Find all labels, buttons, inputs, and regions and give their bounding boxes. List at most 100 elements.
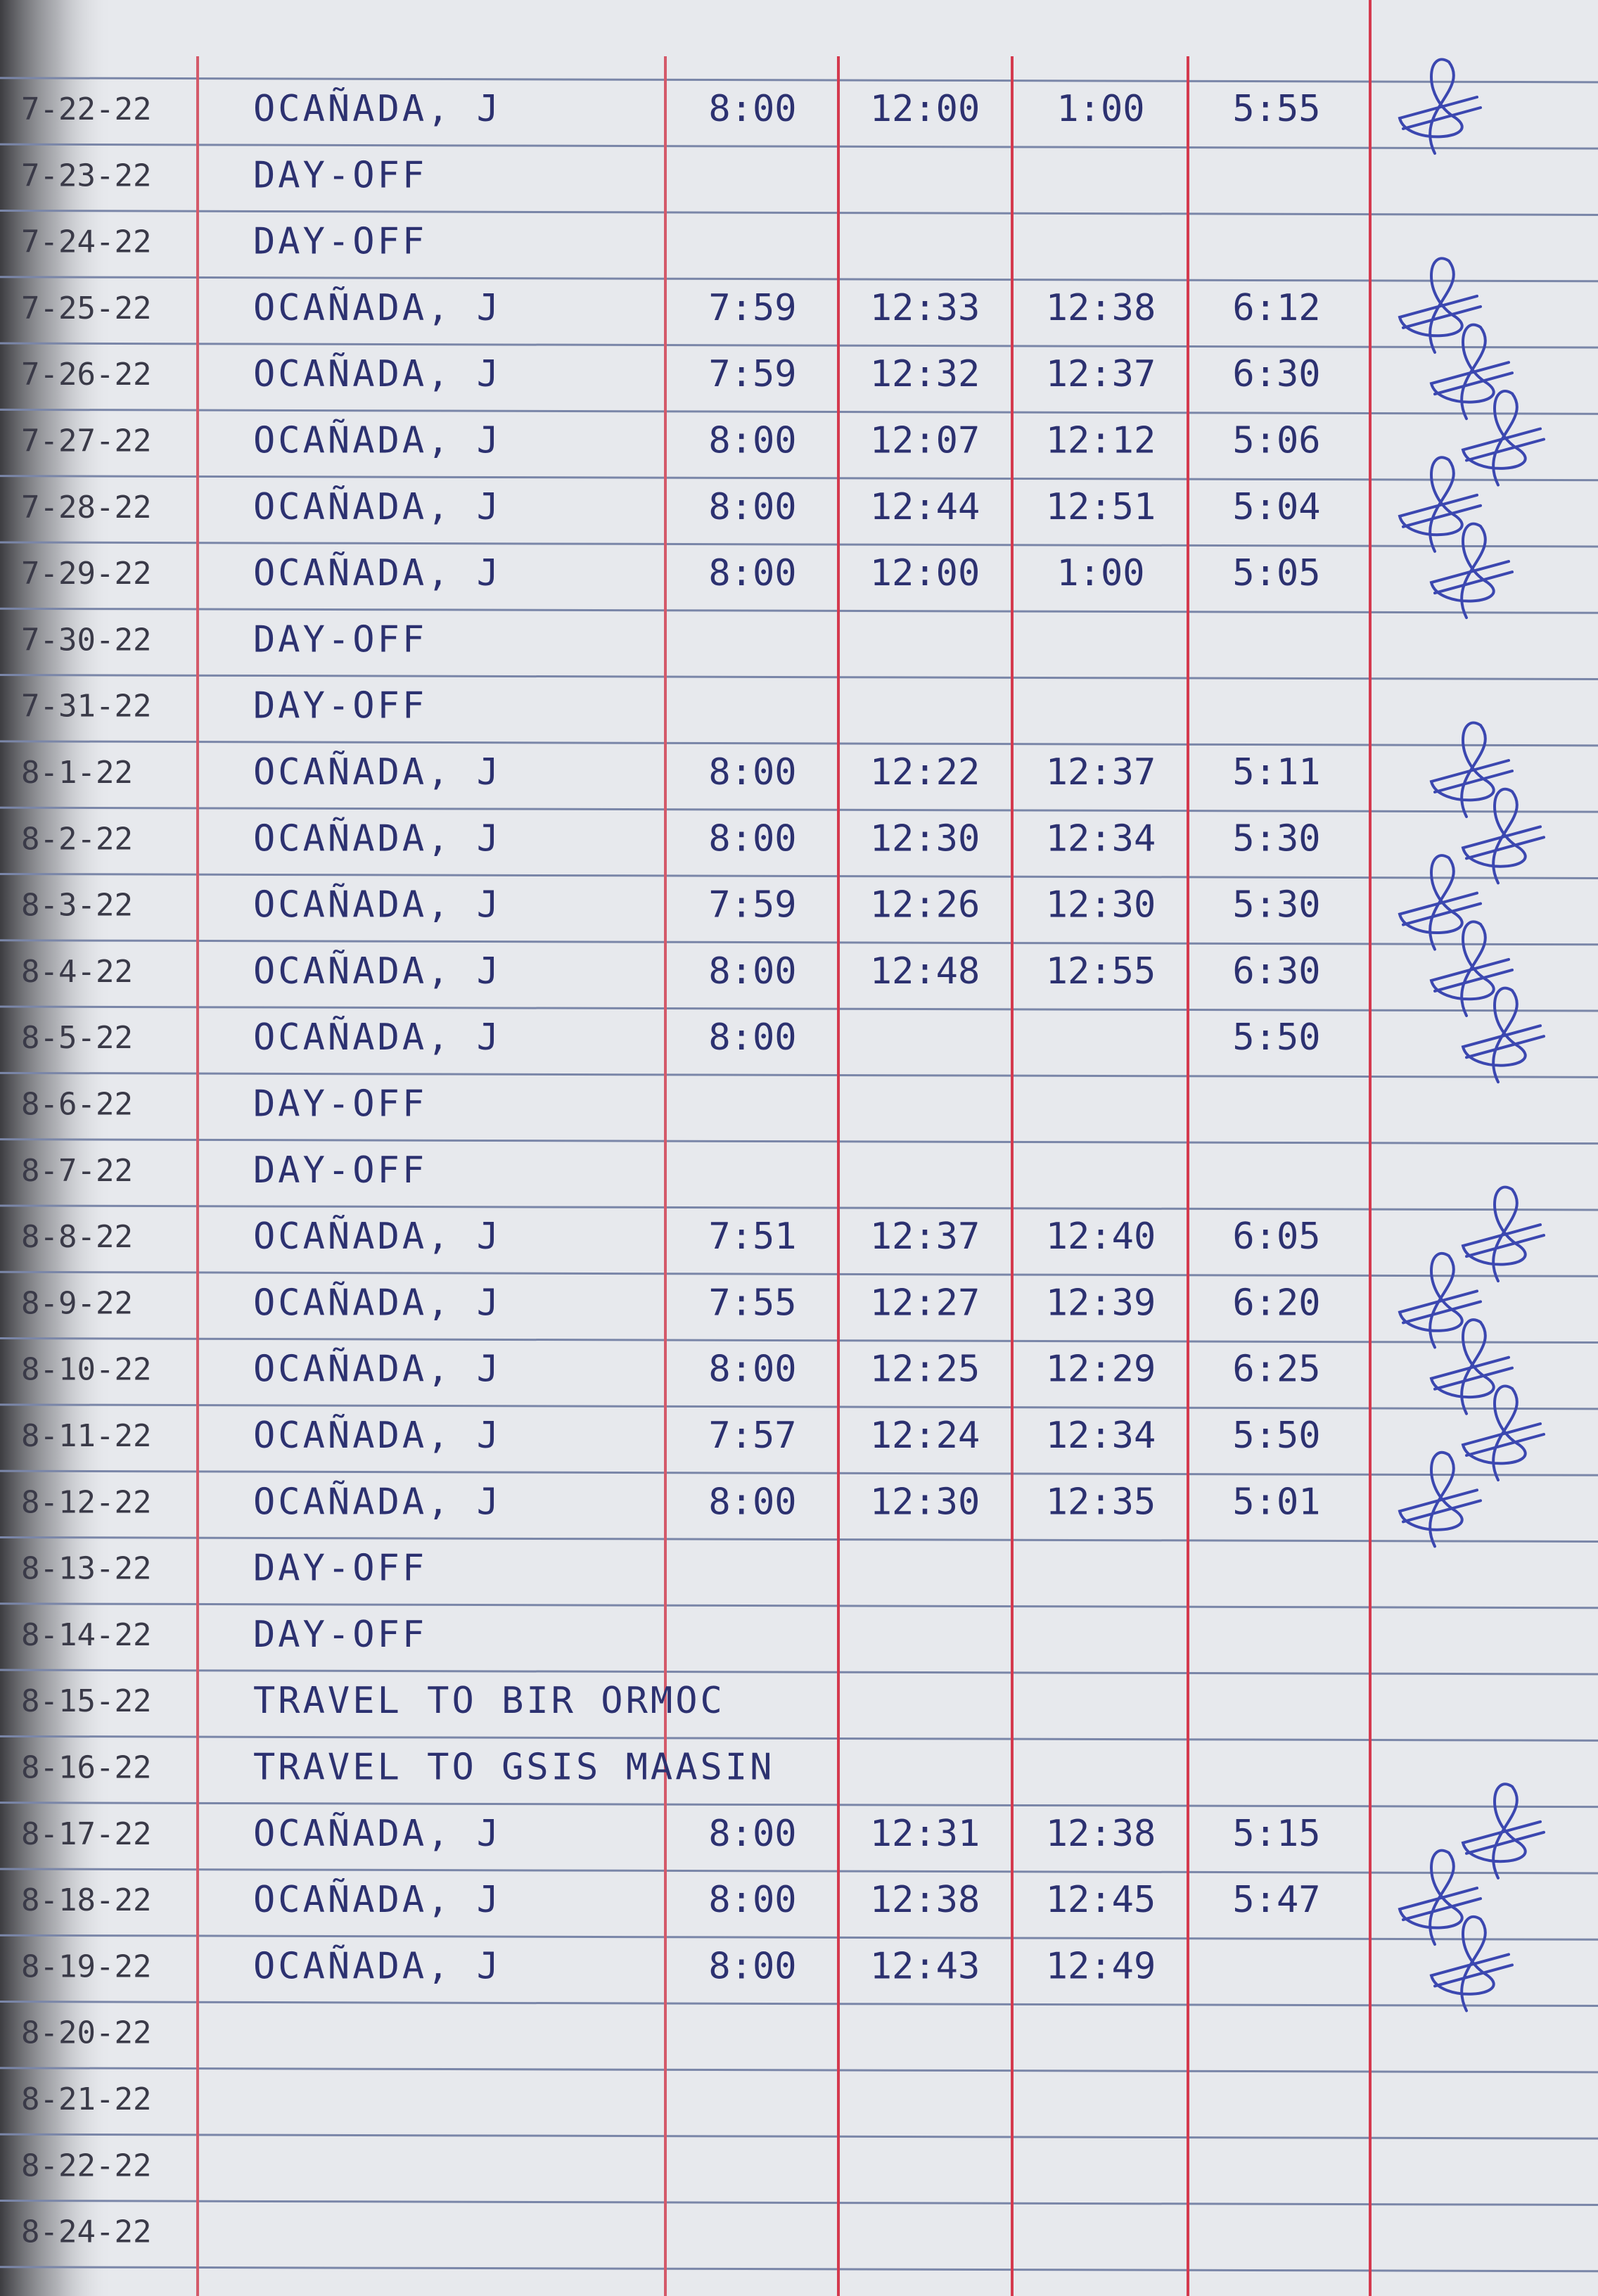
rule-line (0, 1005, 1598, 1012)
time: 6:30 (1232, 353, 1320, 395)
signature (1461, 787, 1545, 885)
date: 8-21-22 (21, 2081, 151, 2117)
time: 12:30 (870, 1481, 980, 1523)
name: DAY-OFF (253, 1548, 427, 1590)
rule-line (0, 1602, 1598, 1609)
date: 8-10-22 (21, 1352, 151, 1388)
time: 5:47 (1232, 1879, 1320, 1921)
name: DAY-OFF (253, 685, 427, 727)
date: 8-9-22 (21, 1285, 133, 1321)
rule-line (0, 674, 1598, 681)
time: 5:11 (1232, 751, 1320, 793)
date: 8-17-22 (21, 1816, 151, 1852)
date: 8-11-22 (21, 1418, 151, 1454)
signature (1461, 1384, 1545, 1481)
time: 12:00 (870, 552, 980, 594)
time: 12:39 (1046, 1282, 1156, 1324)
time: 12:35 (1046, 1481, 1156, 1523)
time: 12:32 (870, 353, 980, 395)
time: 12:30 (870, 817, 980, 860)
date: 7-29-22 (21, 556, 151, 592)
date: 7-28-22 (21, 490, 151, 525)
time: 12:12 (1046, 420, 1156, 462)
date: 7-30-22 (21, 622, 151, 658)
time: 1:00 (1056, 552, 1144, 594)
time: 12:22 (870, 751, 980, 793)
rule-line (0, 77, 1598, 84)
time: 5:55 (1232, 88, 1320, 130)
name: OCAÑADA, J (253, 1414, 501, 1457)
date: 8-24-22 (21, 2214, 151, 2250)
time: 8:00 (708, 1945, 796, 1987)
time: 12:37 (1046, 353, 1156, 395)
date: 7-22-22 (21, 91, 151, 127)
rule-line (0, 872, 1598, 879)
date: 8-1-22 (21, 755, 133, 791)
date: 8-2-22 (21, 821, 133, 857)
name: OCAÑADA, J (253, 1480, 501, 1523)
date: 7-26-22 (21, 357, 151, 393)
date: 8-7-22 (21, 1153, 133, 1189)
rule-line (0, 408, 1598, 415)
signature (1429, 323, 1514, 421)
rule-line (0, 607, 1598, 614)
time: 8:00 (708, 950, 796, 993)
time: 12:38 (1046, 1813, 1156, 1855)
time: 5:04 (1232, 486, 1320, 528)
name: DAY-OFF (253, 154, 427, 196)
rule-line (0, 1138, 1598, 1145)
date: 7-31-22 (21, 689, 151, 725)
time: 7:59 (708, 287, 796, 329)
time: 12:26 (870, 884, 980, 926)
name: DAY-OFF (253, 221, 427, 263)
date: 8-14-22 (21, 1617, 151, 1653)
rule-line (0, 1735, 1598, 1742)
time: 5:06 (1232, 420, 1320, 462)
time: 1:00 (1056, 88, 1144, 130)
date: 8-4-22 (21, 954, 133, 990)
name: OCAÑADA, J (253, 551, 501, 594)
page-shadow (0, 0, 113, 2296)
name: OCAÑADA, J (253, 352, 501, 395)
rule-line (0, 1868, 1598, 1875)
rule-line (0, 475, 1598, 482)
date: 8-12-22 (21, 1484, 151, 1520)
date: 8-6-22 (21, 1087, 133, 1123)
rule-line (0, 1071, 1598, 1078)
time: 7:55 (708, 1282, 796, 1324)
rule-line (0, 1403, 1598, 1410)
date: 8-3-22 (21, 888, 133, 924)
name: TRAVEL TO BIR ORMOC (253, 1680, 725, 1722)
time: 6:12 (1232, 287, 1320, 329)
time: 12:44 (870, 486, 980, 528)
signature (1429, 1318, 1514, 1415)
signature (1461, 1185, 1545, 1283)
rule-line (0, 1934, 1598, 1941)
name: OCAÑADA, J (253, 817, 501, 860)
signature (1398, 1252, 1482, 1349)
ruled-lines (0, 77, 1598, 2273)
name: DAY-OFF (253, 1083, 427, 1125)
time: 12:43 (870, 1945, 980, 1987)
signature (1398, 58, 1482, 155)
time: 8:00 (708, 1481, 796, 1523)
time: 8:00 (708, 1813, 796, 1855)
time: 5:30 (1232, 817, 1320, 860)
time: 12:31 (870, 1813, 980, 1855)
signature (1429, 920, 1514, 1017)
name: OCAÑADA, J (253, 751, 501, 793)
rule-line (0, 2001, 1598, 2008)
rule-line (0, 1536, 1598, 1543)
time: 12:30 (1046, 884, 1156, 926)
name: OCAÑADA, J (253, 1016, 501, 1059)
date: 8-15-22 (21, 1683, 151, 1719)
time: 12:37 (870, 1216, 980, 1258)
date: 8-8-22 (21, 1219, 133, 1255)
name: OCAÑADA, J (253, 1348, 501, 1391)
date: 8-22-22 (21, 2148, 151, 2183)
time: 5:15 (1232, 1813, 1320, 1855)
name: OCAÑADA, J (253, 87, 501, 130)
time: 12:27 (870, 1282, 980, 1324)
